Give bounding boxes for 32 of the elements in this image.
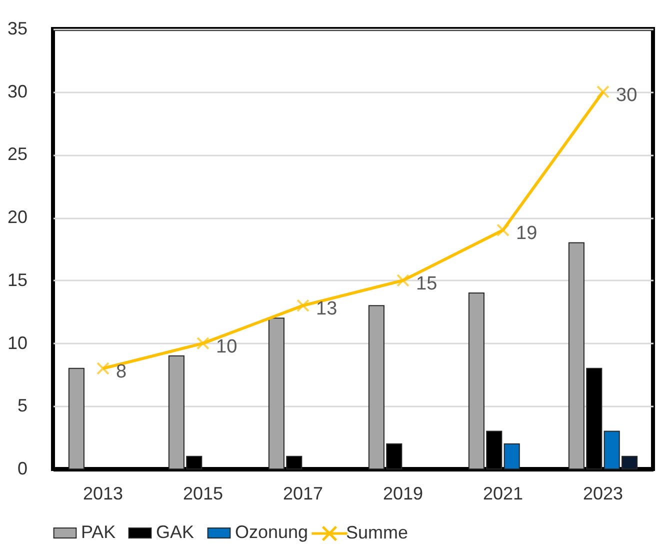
y-tick-label: 15	[7, 270, 28, 290]
point	[496, 224, 510, 237]
y-tick-label: 25	[7, 144, 28, 164]
x-tick-label: 2023	[582, 484, 624, 504]
y-tick-label: 5	[17, 396, 28, 416]
x-tick-label: 2021	[482, 484, 524, 504]
data-label: 10	[216, 336, 238, 358]
data-label: 8	[116, 361, 127, 382]
data-label: 13	[316, 298, 338, 320]
y-tick-label: 20	[7, 207, 28, 228]
legend-label: GAK	[156, 522, 194, 542]
bar	[504, 443, 520, 470]
bar	[68, 368, 84, 470]
point	[396, 274, 410, 287]
y-tick-label: 30	[7, 81, 28, 102]
y-tick-label: 35	[7, 18, 28, 38]
point	[596, 85, 610, 98]
point	[196, 336, 210, 350]
point	[96, 362, 110, 375]
y-tick-label: 0	[17, 458, 28, 478]
x-tick-label: 2013	[82, 484, 124, 504]
x-tick-label: 2015	[182, 484, 224, 504]
x-tick-label: 2017	[282, 484, 324, 504]
point	[296, 299, 310, 312]
data-label: 30	[616, 84, 638, 106]
legend-label: PAK	[81, 522, 116, 542]
legend-label: Summe	[346, 522, 408, 542]
legend-label: Ozonung	[235, 522, 308, 542]
y-tick-label: 10	[7, 332, 28, 353]
x-tick-label: 2019	[382, 484, 424, 504]
data-label: 15	[416, 273, 438, 294]
data-label: 19	[516, 223, 538, 244]
